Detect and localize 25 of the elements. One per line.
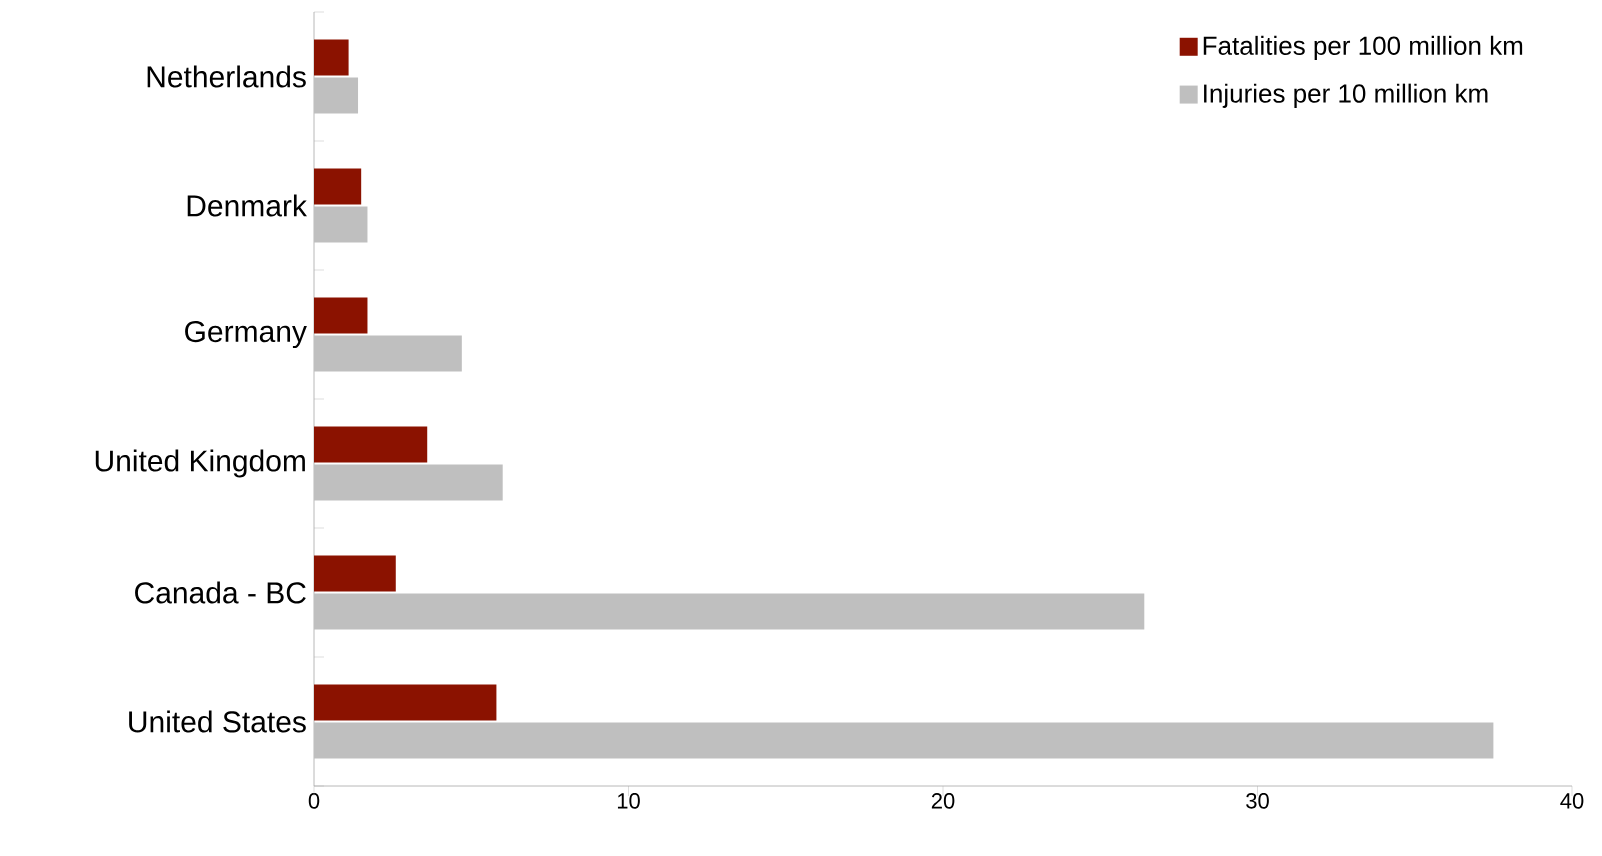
x-tick-label: 40 <box>1560 793 1584 809</box>
bar <box>314 684 497 721</box>
y-tick-label: Netherlands <box>147 65 306 88</box>
bar <box>314 335 462 372</box>
bar <box>314 593 1145 630</box>
y-tick-label: United States <box>129 710 306 733</box>
bar <box>314 426 428 463</box>
bar <box>314 39 349 76</box>
y-tick-label: United Kingdom <box>95 449 305 478</box>
bar <box>314 77 359 114</box>
x-tick-label: 30 <box>1246 793 1269 809</box>
x-tick-label: 10 <box>617 793 640 809</box>
bar <box>314 555 396 592</box>
bar <box>314 168 362 205</box>
bar <box>314 297 368 334</box>
x-tick-label: 20 <box>931 793 955 809</box>
legend-label: Fatalities per 100 million km <box>1203 35 1523 61</box>
bar <box>314 464 503 501</box>
y-tick-label: Germany <box>185 320 307 349</box>
x-tick-label: 0 <box>308 793 320 809</box>
y-tick-label: Denmark <box>187 194 307 217</box>
legend-label: Injuries per 10 million km <box>1204 83 1488 108</box>
y-tick-label: Canada - BC <box>135 581 306 604</box>
bar <box>314 206 368 243</box>
bar <box>314 722 1494 759</box>
